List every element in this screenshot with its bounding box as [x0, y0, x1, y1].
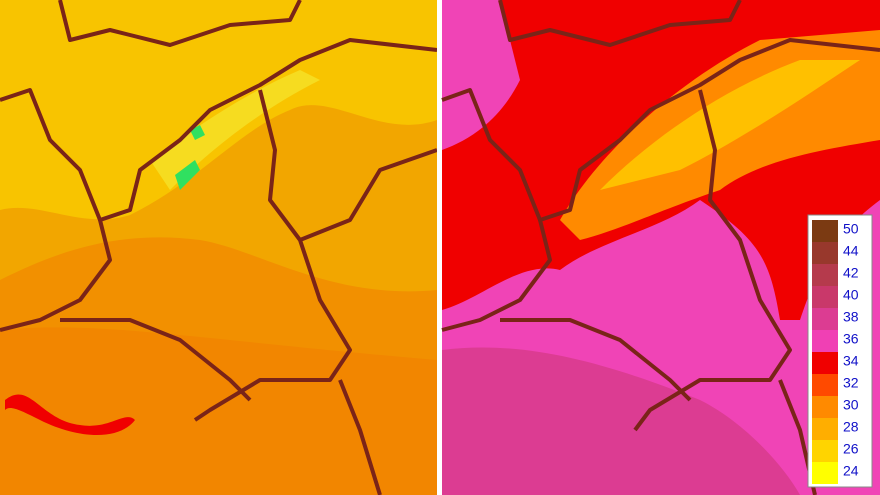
legend-swatch: [812, 286, 838, 308]
right-map: [441, 0, 880, 495]
hotter-zone: [0, 327, 437, 495]
legend-label: 50: [843, 221, 859, 237]
legend-label: 44: [843, 243, 859, 259]
cold-spot: [175, 125, 205, 190]
border-line: [500, 318, 692, 402]
legend-swatch: [812, 220, 838, 242]
legend-label: 38: [843, 309, 859, 325]
border-line: [0, 219, 112, 332]
red-strip: [5, 394, 135, 435]
legend-swatch: [812, 242, 838, 264]
legend-label: 28: [843, 419, 859, 435]
legend-swatch: [812, 418, 838, 440]
cool-zone: [150, 70, 320, 190]
border-line: [0, 38, 438, 222]
legend-label: 42: [843, 265, 859, 281]
border-line: [299, 148, 438, 242]
legend-label: 24: [843, 463, 859, 479]
hotter-zone: [442, 347, 800, 495]
legend-swatch: [812, 308, 838, 330]
legend-label: 34: [843, 353, 859, 369]
legend-label: 32: [843, 375, 859, 391]
legend-swatch: [812, 330, 838, 352]
legend-swatch: [812, 396, 838, 418]
border-line: [58, 0, 302, 47]
legend-swatch: [812, 374, 838, 396]
legend-label: 40: [843, 287, 859, 303]
legend: 50 44 42 40 38 36 34 32 30 28 26 24: [807, 214, 873, 488]
left-map: [0, 0, 438, 495]
legend-swatch: [812, 440, 838, 462]
border-line: [338, 379, 382, 495]
legend-swatch: [812, 462, 838, 484]
legend-swatch: [812, 264, 838, 286]
border-line: [60, 318, 252, 402]
border-line: [498, 0, 742, 47]
legend-label: 26: [843, 441, 859, 457]
legend-swatch: [812, 352, 838, 374]
border-line: [441, 38, 880, 222]
legend-label: 36: [843, 331, 859, 347]
border-line: [193, 89, 352, 422]
legend-label: 30: [843, 397, 859, 413]
cool-zone: [600, 60, 860, 190]
border-line: [441, 219, 552, 332]
border-line: [633, 89, 792, 432]
warm-zone: [0, 0, 437, 220]
panel-gap: [437, 0, 442, 495]
